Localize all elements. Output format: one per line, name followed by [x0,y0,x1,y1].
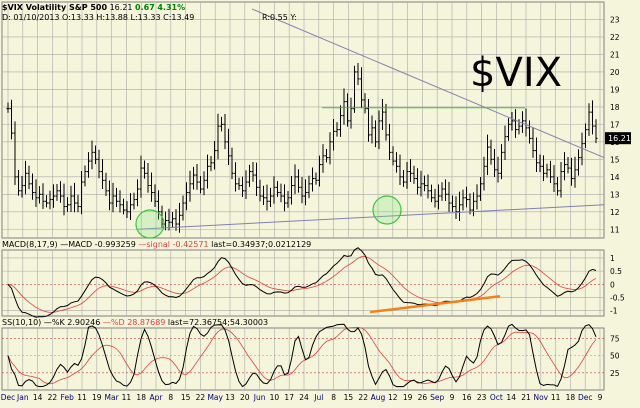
y-tick-label: 22 [610,33,620,42]
x-tick-label: 9 [450,393,455,402]
x-tick-label: 13 [225,393,235,402]
x-tick-label: 8 [331,393,336,402]
x-tick-label: 16 [462,393,472,402]
last-price: 16.21 [109,3,133,12]
macd-tick-label: -1 [610,307,618,316]
macd-line [7,247,597,318]
y-tick-label: 21 [610,50,620,59]
last-price-tag: 16.21 [608,134,631,143]
x-tick-label: 24 [299,393,309,402]
x-tick-label: 11 [551,393,561,402]
x-tick-label: Dec [578,393,593,402]
ss-k-line [7,323,597,388]
x-tick-label: 17 [284,393,294,402]
x-tick-label: 18 [566,393,576,402]
macd-tick-label: 0.5 [610,267,622,276]
y-tick-label: 15 [610,155,620,164]
x-tick-label: 14 [506,393,516,402]
x-tick-label: Jan [16,393,29,402]
ss-d-value: —%D 28.87689 [102,318,166,327]
x-tick-label: Mar [105,393,120,402]
macd-label: MACD(8,17,9) [2,240,58,249]
x-tick-label: Jul [313,393,323,402]
macd-divergence-line [369,294,501,314]
x-tick-label: Jun [253,393,266,402]
cursor-readout: R:0.55 Y: [262,13,297,22]
x-tick-label: 10 [270,393,280,402]
support-circle-august [372,195,402,225]
x-tick-label: Dec [1,393,16,402]
change-percent: 4.31% [157,3,186,12]
header-line-1: $VIX Volatility S&P 500 16.21 0.67 4.31% [2,3,185,13]
y-tick-label: 17 [610,120,620,129]
y-tick-label: 20 [610,68,620,77]
y-tick-label: 12 [610,208,620,217]
macd-tick-label: 0 [610,280,615,289]
ohlc-readout: D: 01/10/2013 O:13.33 H:13.88 L:13.33 C:… [2,13,195,22]
watermark-label: $VIX [470,50,563,96]
x-tick-label: 19 [92,393,102,402]
signal-value: —signal -0.42571 [138,240,209,249]
x-tick-label: Oct [490,393,503,402]
ss-k-value: —%K 2.90246 [43,318,101,327]
ss-legend: SS(10,10) —%K 2.90246 —%D 28.87689 last=… [2,318,268,327]
macd-tick-label: 1 [610,254,615,263]
y-tick-label: 18 [610,103,620,112]
ss-label: SS(10,10) [2,318,42,327]
y-tick-label: 13 [610,190,620,199]
x-tick-label: 15 [181,393,191,402]
x-tick-label: Feb [61,393,75,402]
x-tick-label: 9 [598,393,603,402]
change-value: 0.67 [135,3,155,12]
x-tick-label: 18 [136,393,146,402]
x-tick-label: 11 [122,393,132,402]
x-tick-label: Apr [150,393,164,402]
support-circle-march [135,209,165,239]
ascending-trendline [137,204,605,230]
x-tick-label: 23 [477,393,487,402]
price-panel [1,1,605,239]
descending-trendline [251,8,605,159]
hist-value: last=0.34937;0.0212129 [211,240,312,249]
x-tick-label: 20 [240,393,250,402]
x-tick-label: 22 [358,393,368,402]
macd-value: —MACD -0.993259 [60,240,136,249]
x-tick-label: Aug [371,393,386,402]
x-tick-label: May [207,393,223,402]
x-tick-label: 12 [388,393,398,402]
y-tick-label: 14 [610,173,620,182]
x-tick-label: 11 [77,393,87,402]
x-tick-label: 15 [344,393,354,402]
x-tick-label: Sep [430,393,444,402]
macd-signal-line [7,255,597,313]
x-tick-label: 22 [48,393,58,402]
ss-tick-label: 25 [610,369,620,378]
macd-tick-label: -0.5 [610,294,625,303]
x-tick-label: 21 [521,393,531,402]
x-tick-label: 22 [196,393,206,402]
x-tick-label: Nov [533,393,548,402]
y-tick-label: 11 [610,225,620,234]
symbol-title: $VIX Volatility S&P 500 [2,3,108,12]
y-tick-label: 19 [610,85,620,94]
last-price-tag-bg [605,132,631,145]
ss-last-value: last=72.36754;54.30003 [167,318,269,327]
ss-tick-label: 50 [610,352,620,361]
x-tick-label: 8 [168,393,173,402]
macd-legend: MACD(8,17,9) —MACD -0.993259 —signal -0.… [2,240,311,249]
x-tick-label: 14 [33,393,43,402]
x-tick-label: 19 [403,393,413,402]
y-tick-label: 23 [610,15,620,24]
macd-panel [1,249,605,317]
ss-tick-label: 75 [610,334,620,343]
ss-panel [1,327,605,391]
x-tick-label: 26 [418,393,428,402]
